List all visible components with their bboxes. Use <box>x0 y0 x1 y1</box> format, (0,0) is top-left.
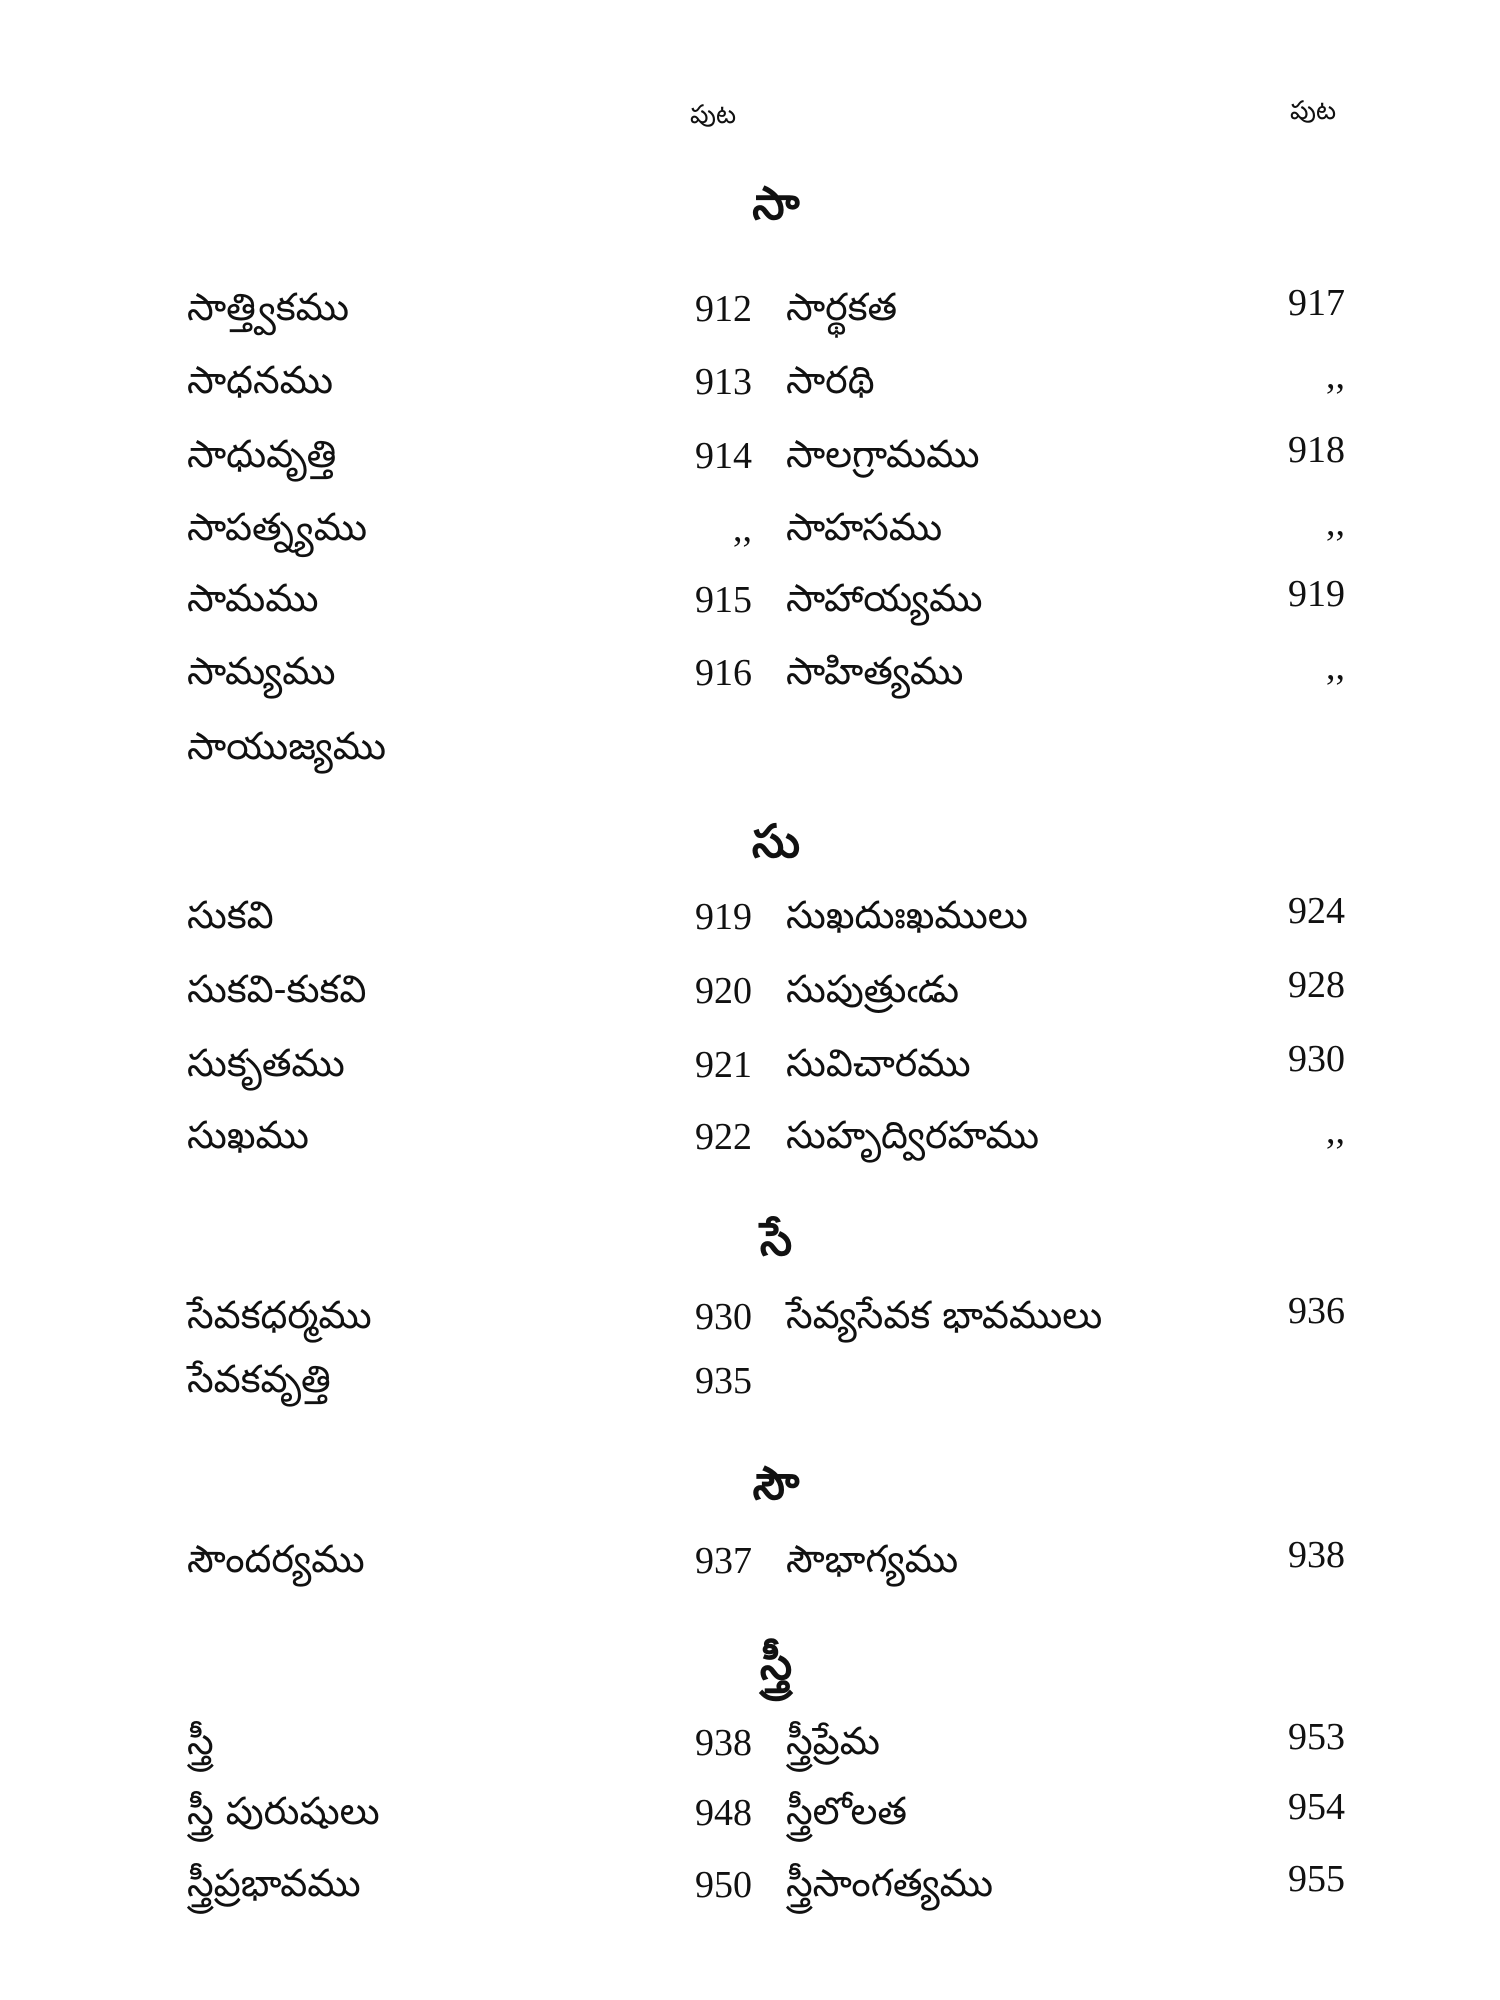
index-term: స్త్రీప్రభావము <box>187 1861 361 1905</box>
page-number: 935 <box>695 1360 752 1402</box>
index-term: సుకవి <box>187 893 274 937</box>
index-term: సాలగ్రామము <box>786 432 980 476</box>
index-term: సాపత్న్యము <box>187 505 368 549</box>
page-number: ,, <box>733 508 752 550</box>
page-number: 936 <box>1288 1290 1345 1332</box>
page-number: 922 <box>695 1116 752 1158</box>
page-number: 928 <box>1288 964 1345 1006</box>
index-term: సుపుత్రుఁడు <box>786 967 960 1011</box>
index-term: సౌభాగ్యము <box>786 1537 959 1581</box>
index-term: సాయుజ్యము <box>187 724 387 768</box>
page-number: ,, <box>1326 502 1345 544</box>
index-term: సువిచారము <box>786 1041 971 1085</box>
index-term: సౌందర్యము <box>187 1537 365 1581</box>
page-number: 913 <box>695 361 752 403</box>
index-term: సుకవి-కుకవి <box>187 967 367 1011</box>
page-number: 937 <box>695 1540 752 1582</box>
index-term: సాత్త్వికము <box>187 285 350 329</box>
page-number: 948 <box>695 1792 752 1834</box>
index-term: స్త్రీ <box>187 1719 214 1763</box>
page-number: 955 <box>1288 1858 1345 1900</box>
page-number: 954 <box>1288 1786 1345 1828</box>
page-column-label-left: పుట <box>690 100 737 130</box>
section-heading: స్త్రీ <box>759 1636 793 1690</box>
index-term: సేవకవృత్తి <box>187 1357 331 1401</box>
index-term: స్త్రీలోలత <box>786 1789 907 1833</box>
page-number: ,, <box>1326 355 1345 397</box>
page-number: 953 <box>1288 1716 1345 1758</box>
index-term: సార్థకత <box>786 285 898 329</box>
page-column-label-right: పుట <box>1290 96 1337 126</box>
index-term: సాహసము <box>786 505 943 549</box>
page-number: 921 <box>695 1044 752 1086</box>
page-number: 930 <box>1288 1038 1345 1080</box>
section-heading: సా <box>752 176 800 230</box>
index-term: సుకృతము <box>187 1041 345 1085</box>
index-term: సుఖము <box>187 1113 309 1157</box>
index-term: సాధనము <box>187 358 334 402</box>
index-term: సామ్యము <box>187 649 336 693</box>
page-number: 919 <box>1288 573 1345 615</box>
index-term: సుఖదుఃఖములు <box>786 893 1028 937</box>
section-heading: సౌ <box>752 1456 800 1510</box>
index-term: స్త్రీసాంగత్యము <box>786 1861 993 1905</box>
section-heading: సు <box>751 814 801 868</box>
page-number: 917 <box>1288 282 1345 324</box>
page-number: 916 <box>695 652 752 694</box>
section-heading: సే <box>759 1212 793 1266</box>
page-number: 920 <box>695 970 752 1012</box>
page-number: 919 <box>695 896 752 938</box>
index-term: సేవ్యసేవక భావములు <box>786 1293 1103 1337</box>
page-number: 912 <box>695 288 752 330</box>
index-term: సారథి <box>786 358 875 402</box>
page-number: 950 <box>695 1864 752 1906</box>
index-term: సాధువృత్తి <box>187 432 337 476</box>
index-term: సుహృద్విరహము <box>786 1113 1039 1157</box>
page-number: ,, <box>1326 646 1345 688</box>
page-number: 938 <box>695 1722 752 1764</box>
page-number: 938 <box>1288 1534 1345 1576</box>
index-term: స్త్రీప్రేమ <box>786 1719 880 1763</box>
page-number: 930 <box>695 1296 752 1338</box>
page-number: ,, <box>1326 1110 1345 1152</box>
page-number: 924 <box>1288 890 1345 932</box>
page-number: 918 <box>1288 429 1345 471</box>
index-term: సేవకధర్మము <box>187 1293 372 1337</box>
index-term: సాహాయ్యము <box>786 576 983 620</box>
index-term: సామము <box>187 576 319 620</box>
index-term: స్త్రీ పురుషులు <box>187 1789 380 1833</box>
index-term: సాహిత్యము <box>786 649 964 693</box>
page-number: 915 <box>695 579 752 621</box>
page-number: 914 <box>695 435 752 477</box>
